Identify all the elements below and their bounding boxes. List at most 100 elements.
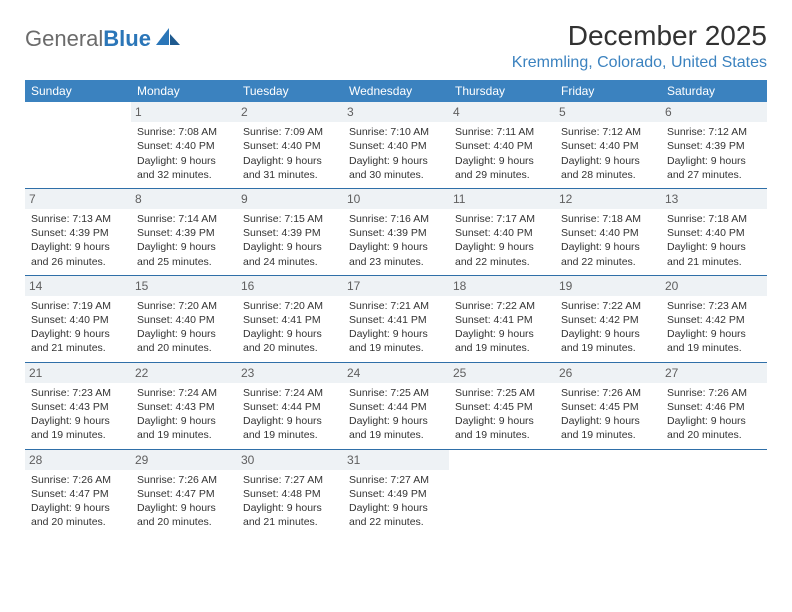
sunset-line: Sunset: 4:40 PM <box>349 139 443 153</box>
sunset-line: Sunset: 4:49 PM <box>349 487 443 501</box>
sunrise-line: Sunrise: 7:25 AM <box>349 386 443 400</box>
sunrise-line: Sunrise: 7:25 AM <box>455 386 549 400</box>
calendar-cell: 21Sunrise: 7:23 AMSunset: 4:43 PMDayligh… <box>25 362 131 449</box>
calendar-cell: 7 Sunrise: 7:13 AMSunset: 4:39 PMDaylight… <box>25 188 131 275</box>
day-number: 13 <box>661 189 767 209</box>
day-number: 20 <box>661 276 767 296</box>
day-number: 17 <box>343 276 449 296</box>
calendar-cell: 11Sunrise: 7:17 AMSunset: 4:40 PMDayligh… <box>449 188 555 275</box>
daylight-line: Daylight: 9 hours and 23 minutes. <box>349 240 443 268</box>
sunrise-line: Sunrise: 7:18 AM <box>667 212 761 226</box>
daylight-line: Daylight: 9 hours and 25 minutes. <box>137 240 231 268</box>
calendar-week: 14Sunrise: 7:19 AMSunset: 4:40 PMDayligh… <box>25 275 767 362</box>
calendar-cell: 2Sunrise: 7:09 AMSunset: 4:40 PMDaylight… <box>237 102 343 188</box>
sunset-line: Sunset: 4:39 PM <box>137 226 231 240</box>
logo-text: GeneralBlue <box>25 26 151 52</box>
sunset-line: Sunset: 4:39 PM <box>243 226 337 240</box>
calendar-cell: 12Sunrise: 7:18 AMSunset: 4:40 PMDayligh… <box>555 188 661 275</box>
sunrise-line: Sunrise: 7:27 AM <box>349 473 443 487</box>
calendar-cell: 1Sunrise: 7:08 AMSunset: 4:40 PMDaylight… <box>131 102 237 188</box>
calendar-cell: 10Sunrise: 7:16 AMSunset: 4:39 PMDayligh… <box>343 188 449 275</box>
calendar-week: .1Sunrise: 7:08 AMSunset: 4:40 PMDayligh… <box>25 102 767 188</box>
day-number: 18 <box>449 276 555 296</box>
day-header: Wednesday <box>343 80 449 102</box>
calendar-cell: 24Sunrise: 7:25 AMSunset: 4:44 PMDayligh… <box>343 362 449 449</box>
day-number: 26 <box>555 363 661 383</box>
day-number: 30 <box>237 450 343 470</box>
sunrise-line: Sunrise: 7:11 AM <box>455 125 549 139</box>
calendar-body: .1Sunrise: 7:08 AMSunset: 4:40 PMDayligh… <box>25 102 767 535</box>
daylight-line: Daylight: 9 hours and 29 minutes. <box>455 154 549 182</box>
day-number: 27 <box>661 363 767 383</box>
sunset-line: Sunset: 4:44 PM <box>349 400 443 414</box>
sunset-line: Sunset: 4:39 PM <box>349 226 443 240</box>
day-number: 29 <box>131 450 237 470</box>
daylight-line: Daylight: 9 hours and 28 minutes. <box>561 154 655 182</box>
sunrise-line: Sunrise: 7:26 AM <box>667 386 761 400</box>
sunrise-line: Sunrise: 7:23 AM <box>667 299 761 313</box>
sunrise-line: Sunrise: 7:26 AM <box>561 386 655 400</box>
day-number: 16 <box>237 276 343 296</box>
daylight-line: Daylight: 9 hours and 20 minutes. <box>667 414 761 442</box>
calendar-cell: 4Sunrise: 7:11 AMSunset: 4:40 PMDaylight… <box>449 102 555 188</box>
sunrise-line: Sunrise: 7:08 AM <box>137 125 231 139</box>
calendar-week: 21Sunrise: 7:23 AMSunset: 4:43 PMDayligh… <box>25 362 767 449</box>
sunset-line: Sunset: 4:47 PM <box>137 487 231 501</box>
sunset-line: Sunset: 4:42 PM <box>561 313 655 327</box>
daylight-line: Daylight: 9 hours and 31 minutes. <box>243 154 337 182</box>
calendar-cell: 22Sunrise: 7:24 AMSunset: 4:43 PMDayligh… <box>131 362 237 449</box>
daylight-line: Daylight: 9 hours and 21 minutes. <box>243 501 337 529</box>
daylight-line: Daylight: 9 hours and 19 minutes. <box>137 414 231 442</box>
logo-word1: General <box>25 26 103 51</box>
logo: GeneralBlue <box>25 20 182 52</box>
daylight-line: Daylight: 9 hours and 21 minutes. <box>31 327 125 355</box>
calendar-cell: . <box>661 449 767 535</box>
daylight-line: Daylight: 9 hours and 22 minutes. <box>561 240 655 268</box>
sunrise-line: Sunrise: 7:19 AM <box>31 299 125 313</box>
sunrise-line: Sunrise: 7:23 AM <box>31 386 125 400</box>
day-number: 8 <box>131 189 237 209</box>
sunset-line: Sunset: 4:40 PM <box>243 139 337 153</box>
header: GeneralBlue December 2025 Kremmling, Col… <box>25 20 767 72</box>
calendar-week: 28Sunrise: 7:26 AMSunset: 4:47 PMDayligh… <box>25 449 767 535</box>
calendar-cell: 31Sunrise: 7:27 AMSunset: 4:49 PMDayligh… <box>343 449 449 535</box>
daylight-line: Daylight: 9 hours and 30 minutes. <box>349 154 443 182</box>
calendar-table: SundayMondayTuesdayWednesdayThursdayFrid… <box>25 80 767 535</box>
logo-word2: Blue <box>103 26 151 51</box>
sunset-line: Sunset: 4:45 PM <box>455 400 549 414</box>
calendar-cell: 30Sunrise: 7:27 AMSunset: 4:48 PMDayligh… <box>237 449 343 535</box>
daylight-line: Daylight: 9 hours and 19 minutes. <box>667 327 761 355</box>
sunrise-line: Sunrise: 7:24 AM <box>137 386 231 400</box>
sunset-line: Sunset: 4:46 PM <box>667 400 761 414</box>
day-number: 7 <box>25 189 131 209</box>
title-block: December 2025 Kremmling, Colorado, Unite… <box>512 20 767 72</box>
daylight-line: Daylight: 9 hours and 24 minutes. <box>243 240 337 268</box>
logo-sail-icon <box>156 28 182 46</box>
sunset-line: Sunset: 4:44 PM <box>243 400 337 414</box>
daylight-line: Daylight: 9 hours and 19 minutes. <box>31 414 125 442</box>
day-number: 10 <box>343 189 449 209</box>
sunrise-line: Sunrise: 7:13 AM <box>31 212 125 226</box>
calendar-cell: 13Sunrise: 7:18 AMSunset: 4:40 PMDayligh… <box>661 188 767 275</box>
day-number: 28 <box>25 450 131 470</box>
day-number: 25 <box>449 363 555 383</box>
calendar-cell: 16Sunrise: 7:20 AMSunset: 4:41 PMDayligh… <box>237 275 343 362</box>
daylight-line: Daylight: 9 hours and 19 minutes. <box>349 327 443 355</box>
daylight-line: Daylight: 9 hours and 19 minutes. <box>455 327 549 355</box>
day-number: 3 <box>343 102 449 122</box>
sunrise-line: Sunrise: 7:20 AM <box>137 299 231 313</box>
sunset-line: Sunset: 4:39 PM <box>31 226 125 240</box>
day-header: Friday <box>555 80 661 102</box>
day-number: 21 <box>25 363 131 383</box>
calendar-cell: . <box>25 102 131 188</box>
day-number: 12 <box>555 189 661 209</box>
daylight-line: Daylight: 9 hours and 19 minutes. <box>561 414 655 442</box>
sunrise-line: Sunrise: 7:18 AM <box>561 212 655 226</box>
day-number: 9 <box>237 189 343 209</box>
daylight-line: Daylight: 9 hours and 26 minutes. <box>31 240 125 268</box>
calendar-cell: 15Sunrise: 7:20 AMSunset: 4:40 PMDayligh… <box>131 275 237 362</box>
day-header: Sunday <box>25 80 131 102</box>
sunrise-line: Sunrise: 7:15 AM <box>243 212 337 226</box>
day-number: 14 <box>25 276 131 296</box>
calendar-cell: 20Sunrise: 7:23 AMSunset: 4:42 PMDayligh… <box>661 275 767 362</box>
